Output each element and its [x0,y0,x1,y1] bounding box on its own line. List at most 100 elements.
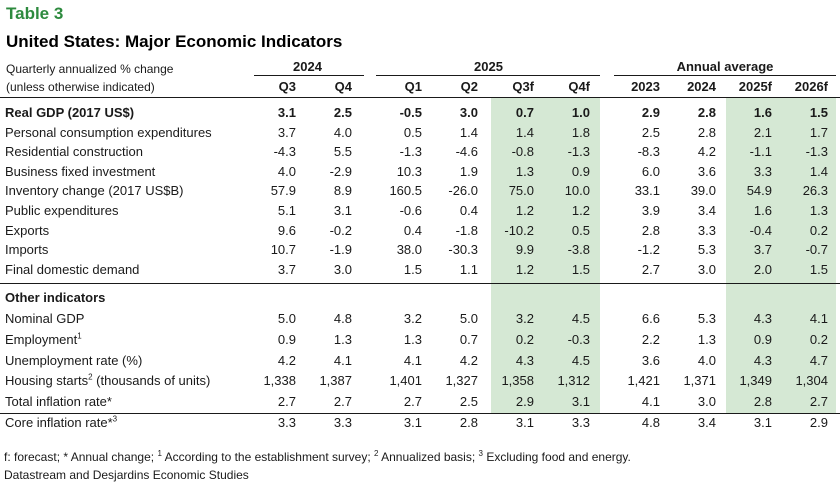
table-cell: 3.1 [277,105,296,120]
table-cell: 6.6 [641,311,660,326]
col-header-q3f-2025: Q3f [512,79,534,94]
row-label-text: Inventory change (2017 US$B) [5,183,184,199]
table-cell: -1.3 [805,144,828,160]
table-cell: 2.0 [753,261,772,277]
table-cell: -0.6 [399,203,422,218]
table-cell: 1.8 [571,124,590,140]
row-label: Public expenditures [5,203,118,218]
table-cell: -0.4 [749,222,772,238]
table-row: Nominal GDP 5.0 4.8 3.2 5.0 3.2 4.5 6.6 5.3 4.3 4.… [0,311,840,330]
table-cell: 2.8 [697,105,716,120]
row-label: Housing starts2 (thousands of units) [5,373,210,388]
footnote: f: forecast; * Annual change; 1 Accordin… [4,449,631,465]
table-cell: 39.0 [690,183,716,199]
subtitle-line-2: (unless otherwise indicated) [6,80,155,94]
col-header-q4-2024: Q4 [334,79,352,94]
table-cell: 1.1 [459,261,478,277]
row-label: Unemployment rate (%) [5,353,142,368]
table-cell: 0.2 [809,331,828,347]
col-header-2025f: 2025f [738,79,772,94]
table-cell: 1.3 [697,331,716,347]
table-cell: 3.6 [697,163,716,179]
row-label-footnote-mark: 3 [112,414,118,424]
table-cell: 3.0 [459,105,478,120]
table-cell: 1.4 [459,124,478,140]
table-cell: 1.3 [809,203,828,218]
group-header-2025: 2025 [474,59,503,74]
table-cell: 3.1 [571,394,590,410]
table-cell: -8.3 [637,144,660,160]
row-label: Employment1 [5,332,82,347]
group-header-2024: 2024 [293,59,322,74]
table-cell: 3.4 [697,203,716,218]
table-cell: 2.8 [697,124,716,140]
table-cell: 3.3 [333,415,352,430]
col-header-q1-2025: Q1 [404,79,422,94]
table-cell: 4.3 [753,352,772,368]
table-cell: 57.9 [270,183,296,199]
table-cell: 10.3 [396,163,422,179]
table-cell: 38.0 [396,242,422,258]
table-cell: 1.5 [403,261,422,277]
row-label: Final domestic demand [5,262,139,277]
row-label-text: Total inflation rate* [5,394,112,410]
table-cell: 1.5 [809,261,828,277]
forecast-shade-quarterly [491,97,600,413]
table-cell: 0.5 [403,124,422,140]
table-cell: -0.3 [567,331,590,347]
table-cell: 2.1 [753,124,772,140]
table-cell: -0.2 [329,222,352,238]
table-cell: 3.1 [515,415,534,430]
table-cell: 1.3 [333,331,352,347]
table-cell: 5.0 [459,311,478,326]
row-label: Residential construction [5,144,143,159]
table-cell: 1,349 [739,373,772,389]
table-cell: 5.1 [277,203,296,218]
table-cell: 0.4 [403,222,422,238]
group-rule-annual [614,75,836,76]
table-label: Table 3 [6,4,64,23]
table-cell: 4.0 [333,124,352,140]
table-cell: 4.7 [809,352,828,368]
table-cell: 1,338 [263,373,296,389]
section-title-other: Other indicators [5,290,106,305]
table-cell: -4.6 [455,144,478,160]
row-label: Personal consumption expenditures [5,125,212,140]
table-cell: 5.3 [697,311,716,326]
table-cell: 9.6 [277,222,296,238]
table-cell: 4.2 [459,352,478,368]
table-cell: -1.8 [455,222,478,238]
table-cell: 4.5 [571,311,590,326]
row-label: Total inflation rate* [5,394,112,409]
row-label-text: Housing starts [5,373,89,389]
table-cell: 1,421 [627,373,660,389]
table-cell: 1.7 [809,124,828,140]
row-label: Real GDP (2017 US$) [5,105,134,120]
row-label-text: Residential construction [5,144,144,160]
table-cell: 2.7 [333,394,352,410]
row-label-text: Exports [5,222,50,238]
table-cell: 3.1 [403,415,422,430]
table-cell: 5.0 [277,311,296,326]
row-label-text: Employment [5,331,78,347]
table-cell: 1.4 [809,163,828,179]
table-cell: 3.1 [753,415,772,430]
table-row: Inventory change (2017 US$B) 57.9 8.9 160.5… [0,183,840,202]
row-label-text: Nominal GDP [5,311,85,326]
col-header-2026f: 2026f [794,79,828,94]
table-cell: 0.9 [753,331,772,347]
table-cell: 4.2 [277,352,296,368]
table-cell: -1.1 [749,144,772,160]
table-row: Exports 9.6 -0.2 0.4 -1.8 -10.2 0.5 2.8 3.3 -0.4 0… [0,223,840,242]
table-cell: 1.2 [515,261,534,277]
footnote-sup-3: 3 [478,449,483,458]
table-cell: -1.9 [329,242,352,258]
table-cell: 1.9 [459,163,478,179]
table-cell: 1,358 [501,373,534,389]
table-cell: 3.7 [277,261,296,277]
table-cell: 3.2 [403,311,422,326]
row-label-text: Imports [5,242,49,258]
col-header-q4f-2025: Q4f [568,79,590,94]
table-cell: 2.9 [641,105,660,120]
table-cell: 0.7 [515,105,534,120]
